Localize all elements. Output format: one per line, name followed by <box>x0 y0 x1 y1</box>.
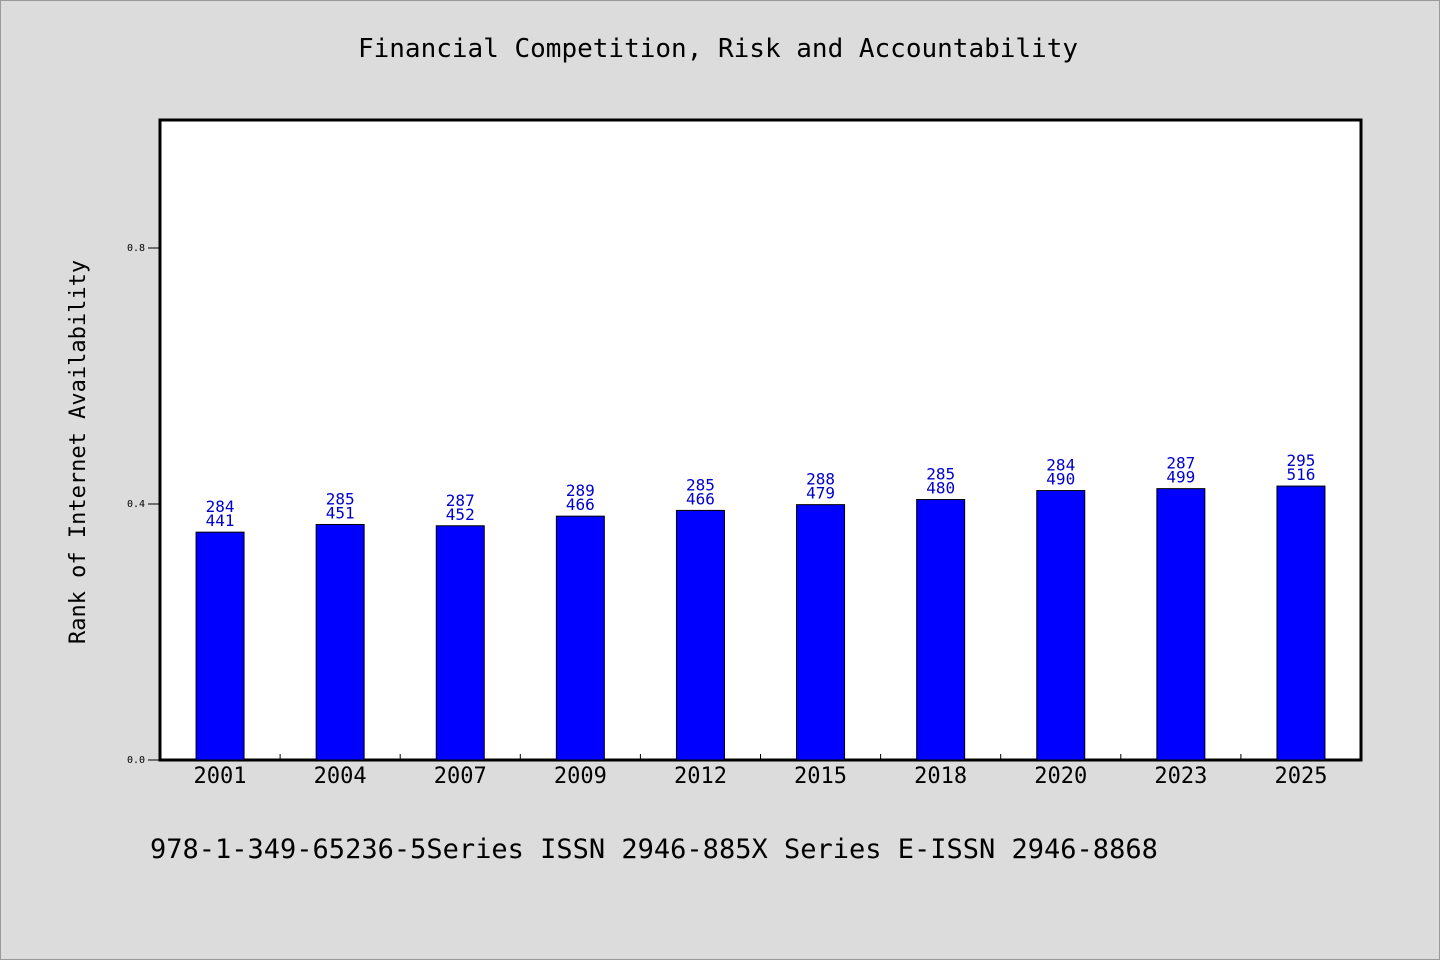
data-label-bottom: 516 <box>1286 465 1315 484</box>
x-tick-label: 2020 <box>1034 764 1087 789</box>
x-tick-label: 2007 <box>434 764 487 789</box>
bar <box>555 515 605 761</box>
data-label-bottom: 452 <box>446 505 475 524</box>
data-label-bottom: 480 <box>926 479 955 498</box>
x-tick-label: 2004 <box>314 764 367 789</box>
y-axis: 0.0 0.4 0.8 <box>127 243 160 766</box>
data-label-bottom: 451 <box>326 503 355 522</box>
data-label-top: 285 <box>326 489 355 508</box>
data-label-top: 289 <box>566 481 595 500</box>
y-tick-label: 0.0 <box>127 755 145 766</box>
data-labels: 2844412854512874522894662854662884792854… <box>206 451 1316 530</box>
bar <box>1036 490 1086 761</box>
x-tick-label: 2009 <box>554 764 607 789</box>
bar <box>195 531 245 761</box>
x-tick-label: 2018 <box>914 764 967 789</box>
data-label-top: 287 <box>1166 454 1195 473</box>
bar <box>435 525 485 761</box>
bar <box>1276 485 1326 761</box>
data-label-bottom: 441 <box>206 511 235 530</box>
y-tick-label: 0.8 <box>127 243 145 254</box>
bar <box>675 509 725 761</box>
x-tick-label: 2001 <box>194 764 247 789</box>
data-label-top: 287 <box>446 491 475 510</box>
x-tick-label: 2012 <box>674 764 727 789</box>
x-tick-label: 2025 <box>1274 764 1327 789</box>
x-tick-label: 2015 <box>794 764 847 789</box>
data-label-bottom: 499 <box>1166 468 1195 487</box>
x-axis: 2001 2004 2007 2009 2012 2015 2018 2020 2023 2025 <box>194 754 1327 789</box>
data-label-bottom: 490 <box>1046 470 1075 489</box>
data-label-top: 285 <box>686 475 715 494</box>
bar <box>315 523 365 761</box>
y-axis-label: Rank of Internet Availability <box>66 260 91 644</box>
data-label-top: 288 <box>806 470 835 489</box>
data-label-bottom: 479 <box>806 484 835 503</box>
chart-title: Financial Competition, Risk and Accounta… <box>357 34 1079 64</box>
data-label-bottom: 466 <box>686 489 715 508</box>
data-label-bottom: 466 <box>566 495 595 514</box>
y-tick-label: 0.4 <box>127 499 145 510</box>
bar-series <box>195 485 1326 761</box>
bar <box>796 504 846 761</box>
x-tick-label: 2023 <box>1154 764 1207 789</box>
data-label-top: 295 <box>1286 451 1315 470</box>
bar <box>1156 488 1206 761</box>
bar <box>916 499 966 761</box>
data-label-top: 285 <box>926 465 955 484</box>
data-label-top: 284 <box>206 497 235 516</box>
footer-isbn-issn: 978-1-349-65236-5Series ISSN 2946-885X S… <box>150 834 1158 865</box>
data-label-top: 284 <box>1046 456 1075 475</box>
